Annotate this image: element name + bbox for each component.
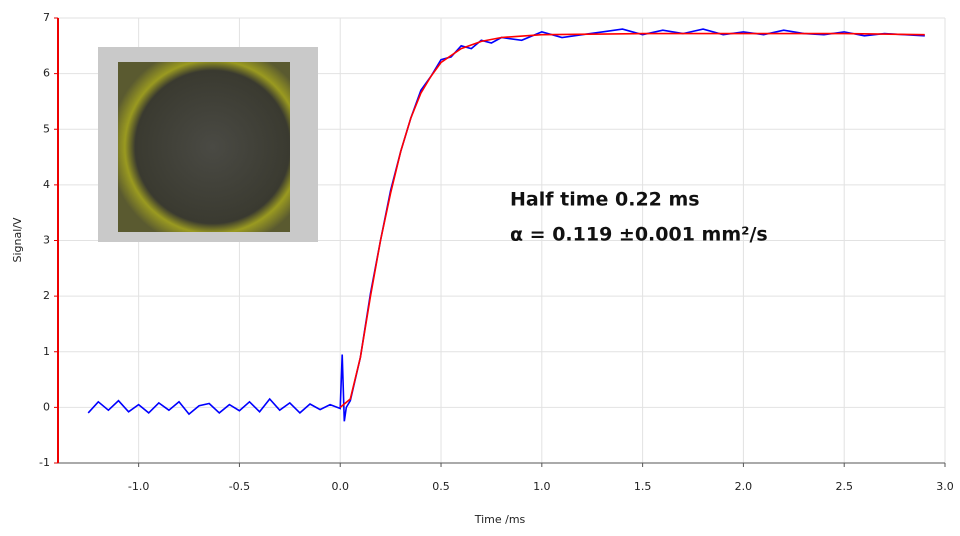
x-tick-label: 3.0 — [936, 480, 954, 493]
sample-image — [118, 62, 290, 232]
y-tick-label: 7 — [43, 11, 50, 24]
y-tick-label: 3 — [43, 234, 50, 247]
annotation: α = 0.119 ±0.001 mm²/s — [510, 224, 768, 246]
x-tick-label: 0.0 — [331, 480, 349, 493]
y-tick-label: -1 — [39, 456, 50, 469]
y-tick-label: 4 — [43, 178, 50, 191]
x-axis-label: Time /ms — [474, 513, 526, 526]
y-tick-label: 6 — [43, 67, 50, 80]
x-tick-label: 0.5 — [432, 480, 450, 493]
x-tick-label: 1.5 — [634, 480, 652, 493]
x-tick-label: -0.5 — [229, 480, 250, 493]
y-tick-label: 5 — [43, 122, 50, 135]
x-tick-label: -1.0 — [128, 480, 149, 493]
x-tick-label: 2.5 — [835, 480, 853, 493]
y-tick-label: 1 — [43, 345, 50, 358]
x-tick-label: 1.0 — [533, 480, 551, 493]
data-line — [339, 32, 925, 409]
annotation: Half time 0.22 ms — [510, 189, 700, 211]
y-tick-label: 0 — [43, 400, 50, 413]
y-tick-label: 2 — [43, 289, 50, 302]
y-axis-label: Signal/V — [11, 217, 24, 262]
x-tick-label: 2.0 — [735, 480, 753, 493]
